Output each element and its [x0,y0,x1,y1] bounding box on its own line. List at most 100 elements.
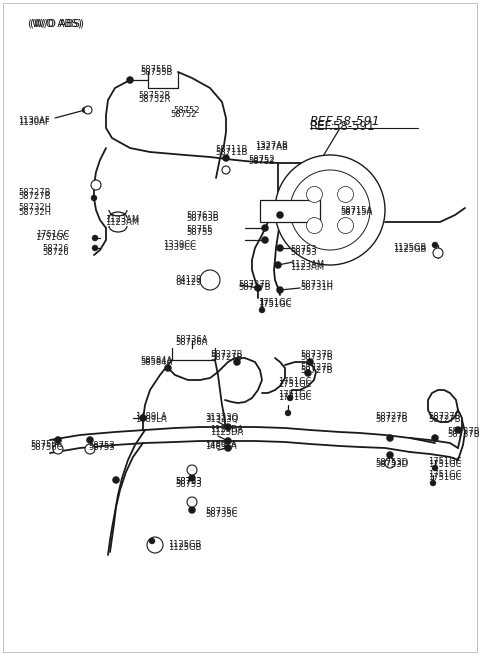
Text: 58755: 58755 [186,225,213,234]
Text: 58756C: 58756C [30,440,62,449]
Text: 58753: 58753 [175,477,202,486]
Text: 58735C: 58735C [205,507,238,516]
Text: 58715A: 58715A [340,208,372,217]
Circle shape [223,155,229,162]
Text: 58731H: 58731H [300,283,333,292]
Circle shape [304,369,312,377]
Circle shape [259,307,265,313]
Circle shape [276,286,284,293]
Text: 1751GC: 1751GC [428,473,461,482]
Text: 58727B: 58727B [18,188,50,197]
Text: 58763B: 58763B [186,214,218,223]
Circle shape [386,451,394,458]
Text: 1489LA: 1489LA [205,442,237,451]
Circle shape [222,166,230,174]
Text: 58756C: 58756C [30,443,62,452]
Text: 58732H: 58732H [18,208,51,217]
Circle shape [91,195,97,201]
Circle shape [112,476,120,483]
Text: 1125GB: 1125GB [168,540,202,549]
Circle shape [127,77,133,83]
Text: 1123AM: 1123AM [290,260,324,269]
Text: 58736A: 58736A [175,338,207,347]
Circle shape [140,415,146,422]
Text: 58753: 58753 [290,245,317,254]
Text: 1130AF: 1130AF [18,116,50,125]
Text: 58763B: 58763B [186,211,218,220]
Circle shape [254,284,262,291]
Text: 1489LA: 1489LA [205,440,237,449]
Text: 1123AM: 1123AM [105,218,139,227]
Circle shape [165,364,171,371]
Text: 1125DA: 1125DA [210,428,243,437]
Circle shape [189,474,195,481]
Circle shape [53,444,63,454]
Text: 1125GB: 1125GB [393,245,426,254]
Text: 58727B: 58727B [238,283,271,292]
Text: 58727B: 58727B [428,412,460,421]
Circle shape [287,395,293,401]
Text: 58737B: 58737B [300,353,333,362]
Text: 58752: 58752 [170,110,196,119]
Text: 58727B: 58727B [375,412,408,421]
Text: 1751GC: 1751GC [278,390,312,399]
Text: REF.58-591: REF.58-591 [310,115,381,128]
Text: 58711B: 58711B [215,145,247,154]
Text: 58715A: 58715A [340,206,372,215]
Circle shape [85,444,95,454]
Bar [260,200,320,222]
Text: 1123AM: 1123AM [290,263,324,272]
Circle shape [82,107,88,113]
Text: 1489LA: 1489LA [135,415,167,424]
Text: 58732H: 58732H [18,203,51,212]
Circle shape [225,424,231,430]
Text: 1751GC: 1751GC [258,298,291,307]
Text: 58727B: 58727B [238,280,271,289]
Text: 84129: 84129 [175,275,202,284]
Circle shape [276,212,284,219]
Text: 58584A: 58584A [140,358,172,367]
Circle shape [187,465,197,475]
Text: 1489LA: 1489LA [135,412,167,421]
Circle shape [432,465,438,471]
Text: 58711B: 58711B [215,148,247,157]
Text: (W/O ABS): (W/O ABS) [28,18,82,28]
Circle shape [386,434,394,441]
Text: 58727B: 58727B [375,415,408,424]
Text: 58753: 58753 [88,443,115,452]
Text: 58726: 58726 [42,244,69,253]
Text: 58584A: 58584A [140,356,172,365]
Text: 58753: 58753 [290,248,317,257]
Text: 58752R: 58752R [138,95,170,104]
Text: 58755B: 58755B [140,68,172,77]
Circle shape [276,244,284,252]
Circle shape [91,180,101,190]
Text: 1125GB: 1125GB [393,243,426,252]
Text: 58727B: 58727B [428,415,460,424]
Text: 58752: 58752 [248,155,275,164]
Circle shape [189,506,195,514]
Circle shape [187,497,197,507]
Text: 58752: 58752 [173,106,200,115]
Circle shape [306,187,323,202]
Circle shape [275,155,385,265]
Circle shape [233,358,240,365]
Text: 58727B: 58727B [300,363,333,372]
Circle shape [86,436,94,443]
Text: 31323Q: 31323Q [205,415,238,424]
Circle shape [200,270,220,290]
Text: 58753: 58753 [175,477,202,486]
Circle shape [92,235,98,241]
Circle shape [55,436,61,443]
Circle shape [455,426,461,434]
Text: 58755: 58755 [186,228,213,237]
Circle shape [385,458,395,468]
Circle shape [275,261,281,269]
Text: 1751GC: 1751GC [428,457,461,466]
Circle shape [262,236,268,244]
Text: 58731H: 58731H [300,280,333,289]
Circle shape [433,248,443,258]
Circle shape [84,106,92,114]
Text: 1130AF: 1130AF [18,118,50,127]
Circle shape [92,245,98,251]
